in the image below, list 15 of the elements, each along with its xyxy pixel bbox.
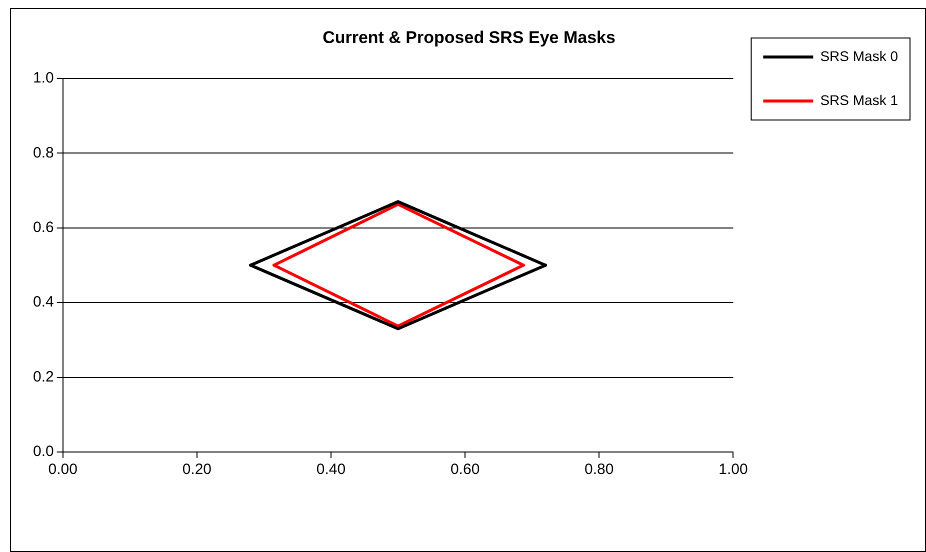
y-tick-label: 0.2 [32,368,54,386]
x-tick-label: 0.00 [48,461,78,478]
x-tick-label: 0.80 [584,461,614,478]
y-tick-label: 0.0 [32,443,54,460]
x-tick-label: 0.60 [450,461,480,478]
legend-label: SRS Mask 1 [820,92,898,108]
x-tick-label: 1.00 [718,461,748,478]
x-tick-label: 0.20 [182,461,212,478]
y-tick-label: 0.8 [32,144,54,162]
chart-title: Current & Proposed SRS Eye Masks [322,28,616,47]
y-tick-label: 0.4 [32,294,54,311]
y-tick-label: 1.0 [32,70,54,87]
y-tick-label: 0.6 [32,218,54,236]
legend-label: SRS Mask 0 [820,48,898,64]
x-tick-label: 0.40 [316,461,346,478]
